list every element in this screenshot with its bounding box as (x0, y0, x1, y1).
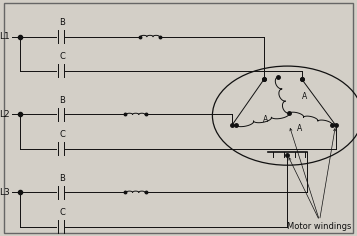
Text: A: A (297, 124, 302, 133)
Text: L2: L2 (0, 110, 10, 119)
Text: C: C (60, 130, 65, 139)
Text: L1: L1 (0, 32, 10, 41)
Text: B: B (60, 174, 65, 183)
Text: C: C (60, 52, 65, 61)
Text: L3: L3 (0, 188, 10, 197)
Text: B: B (60, 96, 65, 105)
Text: A: A (263, 115, 268, 124)
Text: Motor windings: Motor windings (287, 222, 352, 231)
Text: B: B (60, 18, 65, 27)
Text: C: C (60, 208, 65, 217)
Text: A: A (302, 92, 307, 101)
